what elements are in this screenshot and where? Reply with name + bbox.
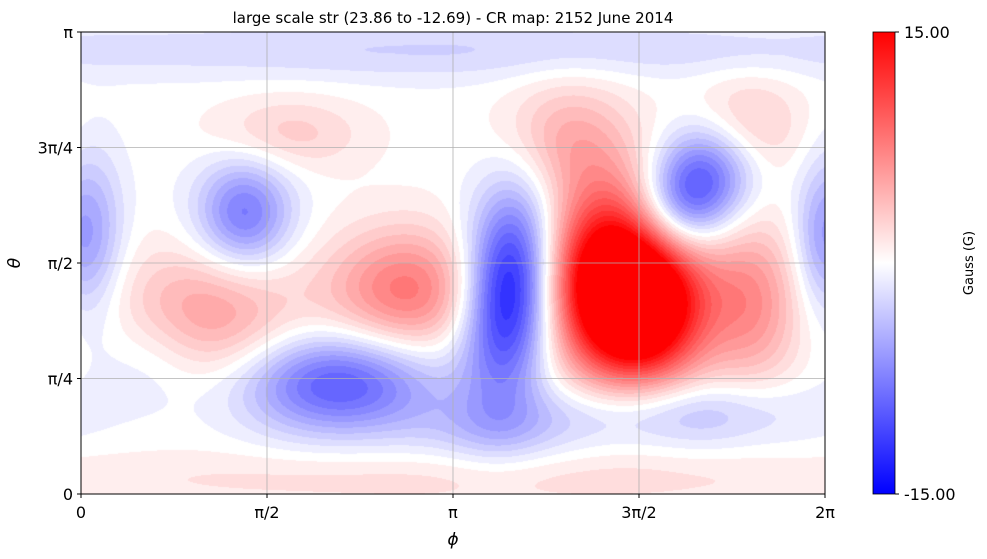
x-tick-label: π: [448, 503, 458, 522]
colorbar: 15.00 -15.00 Gauss (G): [872, 23, 977, 504]
y-tick-label: 3π/4: [38, 139, 73, 158]
x-tick-label: 0: [76, 503, 86, 522]
y-tick-label: π: [63, 23, 73, 42]
colorbar-label: Gauss (G): [962, 231, 977, 295]
y-tick-label: π/4: [48, 370, 73, 389]
x-tick-label: π/2: [254, 503, 279, 522]
y-tick-label: π/2: [48, 254, 73, 273]
x-axis: 0 π/2 π 3π/2 2π: [76, 494, 835, 522]
colorbar-min-label: -15.00: [904, 485, 956, 504]
y-tick-label: 0: [63, 485, 73, 504]
x-tick-label: 2π: [815, 503, 835, 522]
chart-title: large scale str (23.86 to -12.69) - CR m…: [233, 9, 674, 27]
x-axis-label: ϕ: [447, 530, 458, 550]
y-axis-label: θ: [5, 257, 25, 268]
x-tick-label: 3π/2: [621, 503, 656, 522]
plot-area: [80, 31, 826, 495]
y-axis: 0 π/4 π/2 3π/4 π: [38, 23, 81, 504]
colorbar-gradient: [872, 31, 896, 495]
grid-lines: [81, 32, 825, 494]
colorbar-max-label: 15.00: [904, 23, 950, 42]
